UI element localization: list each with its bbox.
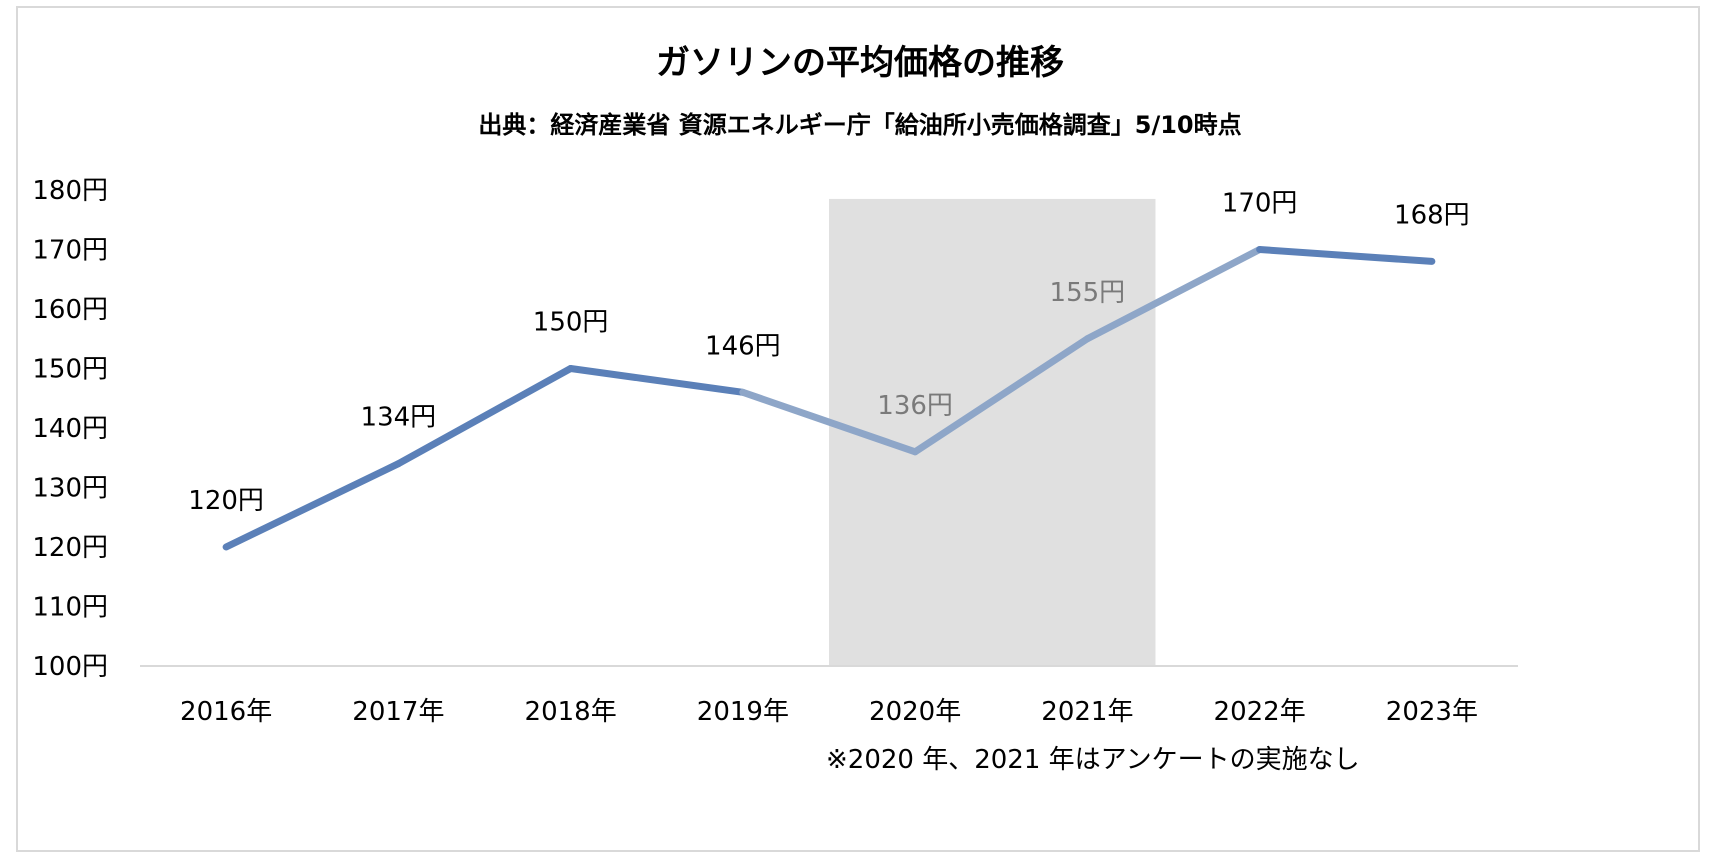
x-tick-label: 2019年 <box>697 697 789 727</box>
series-line-segment <box>1083 246 1264 343</box>
y-tick-label: 110円 <box>32 593 108 623</box>
footnote: ※2020 年、2021 年はアンケートの実施なし <box>826 745 1360 775</box>
chart-frame: ガソリンの平均価格の推移 出典：経済産業省 資源エネルギー庁「給油所小売価格調査… <box>16 6 1700 852</box>
series-line-segment <box>567 365 747 396</box>
series-line-layer <box>222 246 1436 551</box>
series-line-segment <box>1256 246 1436 265</box>
x-tick-label: 2022年 <box>1214 697 1306 727</box>
x-tick-label: 2023年 <box>1386 697 1478 727</box>
y-tick-label: 150円 <box>32 355 108 385</box>
data-label: 150円 <box>533 308 609 338</box>
data-label: 120円 <box>188 486 264 516</box>
y-tick-label: 120円 <box>32 533 108 563</box>
y-axis: 100円 110円 120円 130円 140円 150円 160円 170円 180円 <box>32 176 108 682</box>
series-line-segment <box>739 388 919 456</box>
x-tick-label: 2020年 <box>869 697 961 727</box>
data-label: 136円 <box>877 391 953 421</box>
chart-subtitle: 出典：経済産業省 資源エネルギー庁「給油所小売価格調査」5/10時点 <box>478 111 1241 139</box>
y-tick-label: 170円 <box>32 236 108 266</box>
x-tick-label: 2017年 <box>352 697 444 727</box>
data-label: 170円 <box>1222 189 1298 219</box>
y-tick-label: 160円 <box>32 295 108 325</box>
y-tick-label: 130円 <box>32 474 108 504</box>
highlight-band-layer <box>829 198 1156 667</box>
data-label: 155円 <box>1050 278 1126 308</box>
data-label: 134円 <box>361 403 437 433</box>
chart-title: ガソリンの平均価格の推移 <box>656 43 1064 83</box>
y-tick-label: 100円 <box>32 652 108 682</box>
y-tick-label: 180円 <box>32 176 108 206</box>
chart-svg: ガソリンの平均価格の推移 出典：経済産業省 資源エネルギー庁「給油所小売価格調査… <box>32 43 1518 775</box>
data-label-layer: 120円 134円 150円 146円 136円 155円 170円 168円 <box>188 189 1469 517</box>
x-tick-label: 2021年 <box>1041 697 1133 727</box>
data-label: 168円 <box>1394 200 1470 230</box>
data-label: 146円 <box>705 331 781 361</box>
series-line-segment <box>394 365 575 468</box>
series-line-segment <box>911 335 1091 456</box>
series-line-segment <box>222 460 402 551</box>
x-axis: 2016年 2017年 2018年 2019年 2020年 2021年 2022年 2023年 <box>180 697 1478 727</box>
x-tick-label: 2016年 <box>180 697 272 727</box>
highlight-band <box>829 198 1156 667</box>
y-tick-label: 140円 <box>32 414 108 444</box>
x-tick-label: 2018年 <box>525 697 617 727</box>
